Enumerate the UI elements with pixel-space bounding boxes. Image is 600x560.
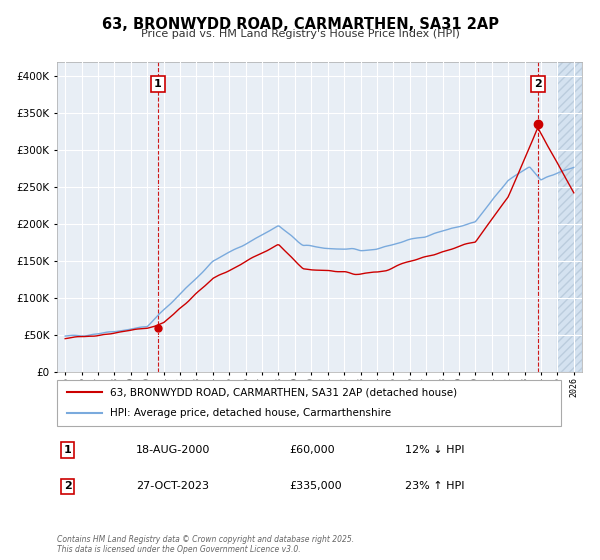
Text: HPI: Average price, detached house, Carmarthenshire: HPI: Average price, detached house, Carm… <box>110 408 391 418</box>
Text: 18-AUG-2000: 18-AUG-2000 <box>136 445 211 455</box>
Text: 27-OCT-2023: 27-OCT-2023 <box>136 482 209 492</box>
Text: 2: 2 <box>534 79 542 89</box>
Bar <box>557 62 582 372</box>
Text: £335,000: £335,000 <box>289 482 342 492</box>
Text: 2: 2 <box>64 482 71 492</box>
FancyBboxPatch shape <box>57 380 561 426</box>
Text: £60,000: £60,000 <box>289 445 335 455</box>
Text: 1: 1 <box>64 445 71 455</box>
Text: Price paid vs. HM Land Registry's House Price Index (HPI): Price paid vs. HM Land Registry's House … <box>140 29 460 39</box>
Text: 12% ↓ HPI: 12% ↓ HPI <box>406 445 465 455</box>
Text: 1: 1 <box>154 79 161 89</box>
Text: Contains HM Land Registry data © Crown copyright and database right 2025.
This d: Contains HM Land Registry data © Crown c… <box>57 535 354 554</box>
Text: 63, BRONWYDD ROAD, CARMARTHEN, SA31 2AP: 63, BRONWYDD ROAD, CARMARTHEN, SA31 2AP <box>101 17 499 32</box>
Text: 23% ↑ HPI: 23% ↑ HPI <box>406 482 465 492</box>
Text: 63, BRONWYDD ROAD, CARMARTHEN, SA31 2AP (detached house): 63, BRONWYDD ROAD, CARMARTHEN, SA31 2AP … <box>110 387 457 397</box>
Bar <box>557 62 582 372</box>
